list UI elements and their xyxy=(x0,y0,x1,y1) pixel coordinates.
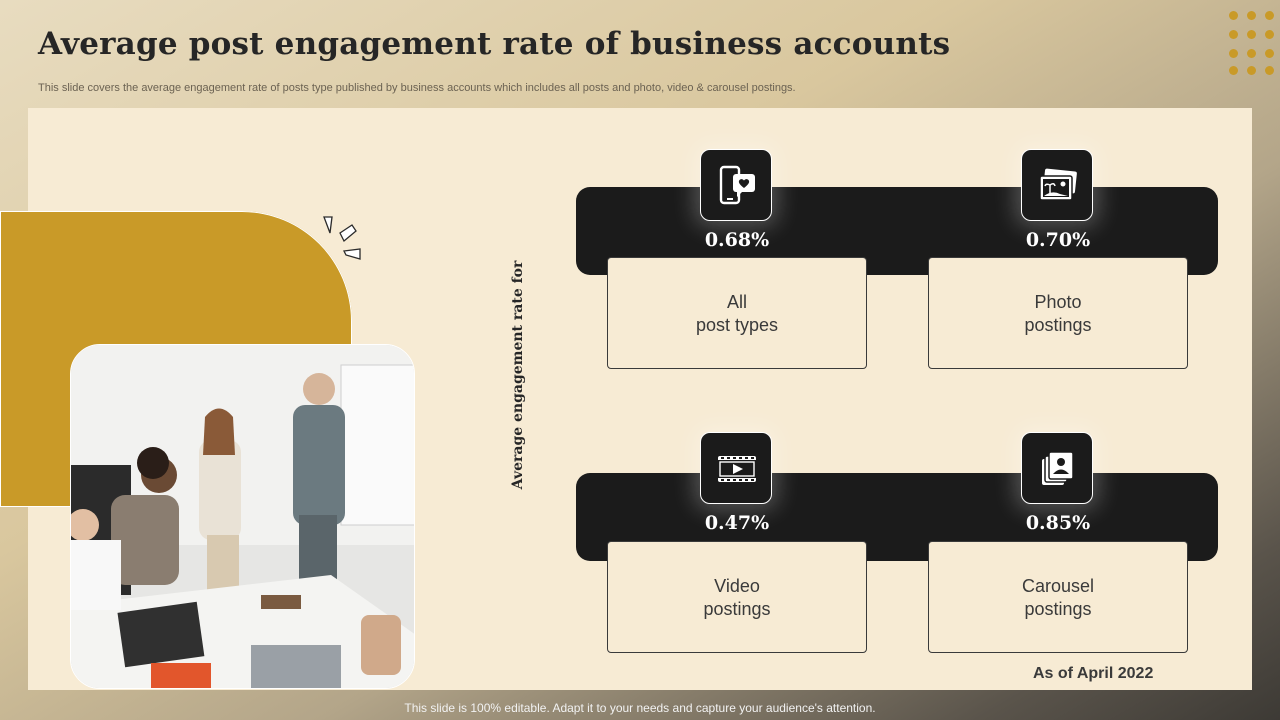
page-title: Average post engagement rate of business… xyxy=(38,26,951,62)
card-photo: Photo postings xyxy=(928,257,1188,369)
photos-icon xyxy=(1039,168,1077,201)
card-carousel: Carousel postings xyxy=(928,541,1188,653)
card-label-video: Video postings xyxy=(703,576,771,619)
axis-label-vertical: Average engagement rate for xyxy=(510,260,526,490)
value-video: 0.47% xyxy=(704,512,770,534)
video-film-icon xyxy=(718,456,756,482)
value-all-posts: 0.68% xyxy=(704,229,770,251)
page-subtitle: This slide covers the average engagement… xyxy=(38,82,796,94)
icon-box-photo xyxy=(1021,149,1093,221)
card-all-posts: All post types xyxy=(607,257,867,369)
icon-box-video xyxy=(700,432,772,504)
carousel-stack-icon xyxy=(1042,451,1074,485)
as-of-date: As of April 2022 xyxy=(1033,665,1154,682)
value-carousel: 0.85% xyxy=(1025,512,1091,534)
card-label-all-posts: All post types xyxy=(695,292,779,335)
decorative-dots xyxy=(1229,11,1275,75)
card-label-carousel: Carousel postings xyxy=(1021,576,1095,619)
card-video: Video postings xyxy=(607,541,867,653)
phone-heart-icon xyxy=(719,165,755,205)
value-photo: 0.70% xyxy=(1025,229,1091,251)
card-label-photo: Photo postings xyxy=(1024,292,1092,335)
team-meeting-photo xyxy=(70,344,415,689)
icon-box-carousel xyxy=(1021,432,1093,504)
sparkle-icon xyxy=(323,216,361,260)
footer-note: This slide is 100% editable. Adapt it to… xyxy=(404,701,876,715)
icon-box-all-posts xyxy=(700,149,772,221)
